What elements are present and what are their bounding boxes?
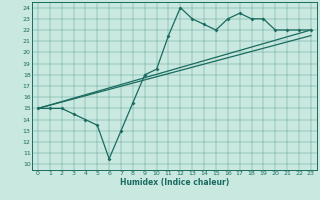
X-axis label: Humidex (Indice chaleur): Humidex (Indice chaleur) [120, 178, 229, 187]
